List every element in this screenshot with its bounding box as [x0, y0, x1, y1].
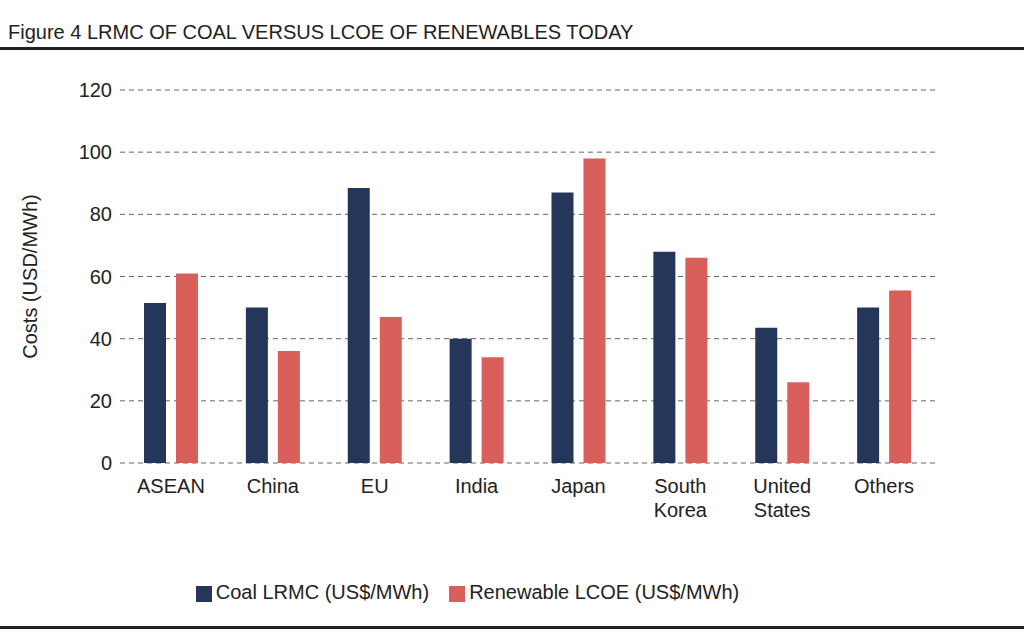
svg-text:20: 20	[90, 390, 112, 412]
svg-text:Others: Others	[854, 475, 914, 497]
svg-text:ASEAN: ASEAN	[137, 475, 205, 497]
svg-text:60: 60	[90, 266, 112, 288]
svg-text:Japan: Japan	[551, 475, 606, 497]
svg-text:EU: EU	[361, 475, 389, 497]
svg-text:SouthKorea: SouthKorea	[654, 475, 708, 521]
svg-text:China: China	[247, 475, 300, 497]
svg-text:0: 0	[101, 452, 112, 474]
svg-text:Costs (USD/MWh): Costs (USD/MWh)	[19, 194, 41, 358]
html-text:Coal LRMC (US$/MWh): Coal LRMC (US$/MWh)	[215, 581, 430, 603]
svg-text:India: India	[455, 475, 499, 497]
svg-text:UnitedStates: UnitedStates	[753, 475, 811, 521]
html-text:Renewable LCOE (US$/MWh): Renewable LCOE (US$/MWh)	[469, 581, 740, 603]
html-text:Figure 4 LRMC OF COAL VERSUS L: Figure 4 LRMC OF COAL VERSUS LCOE OF REN…	[8, 21, 634, 43]
svg-text:40: 40	[90, 328, 112, 350]
svg-text:100: 100	[79, 141, 112, 163]
svg-text:80: 80	[90, 203, 112, 225]
svg-text:120: 120	[79, 79, 112, 101]
